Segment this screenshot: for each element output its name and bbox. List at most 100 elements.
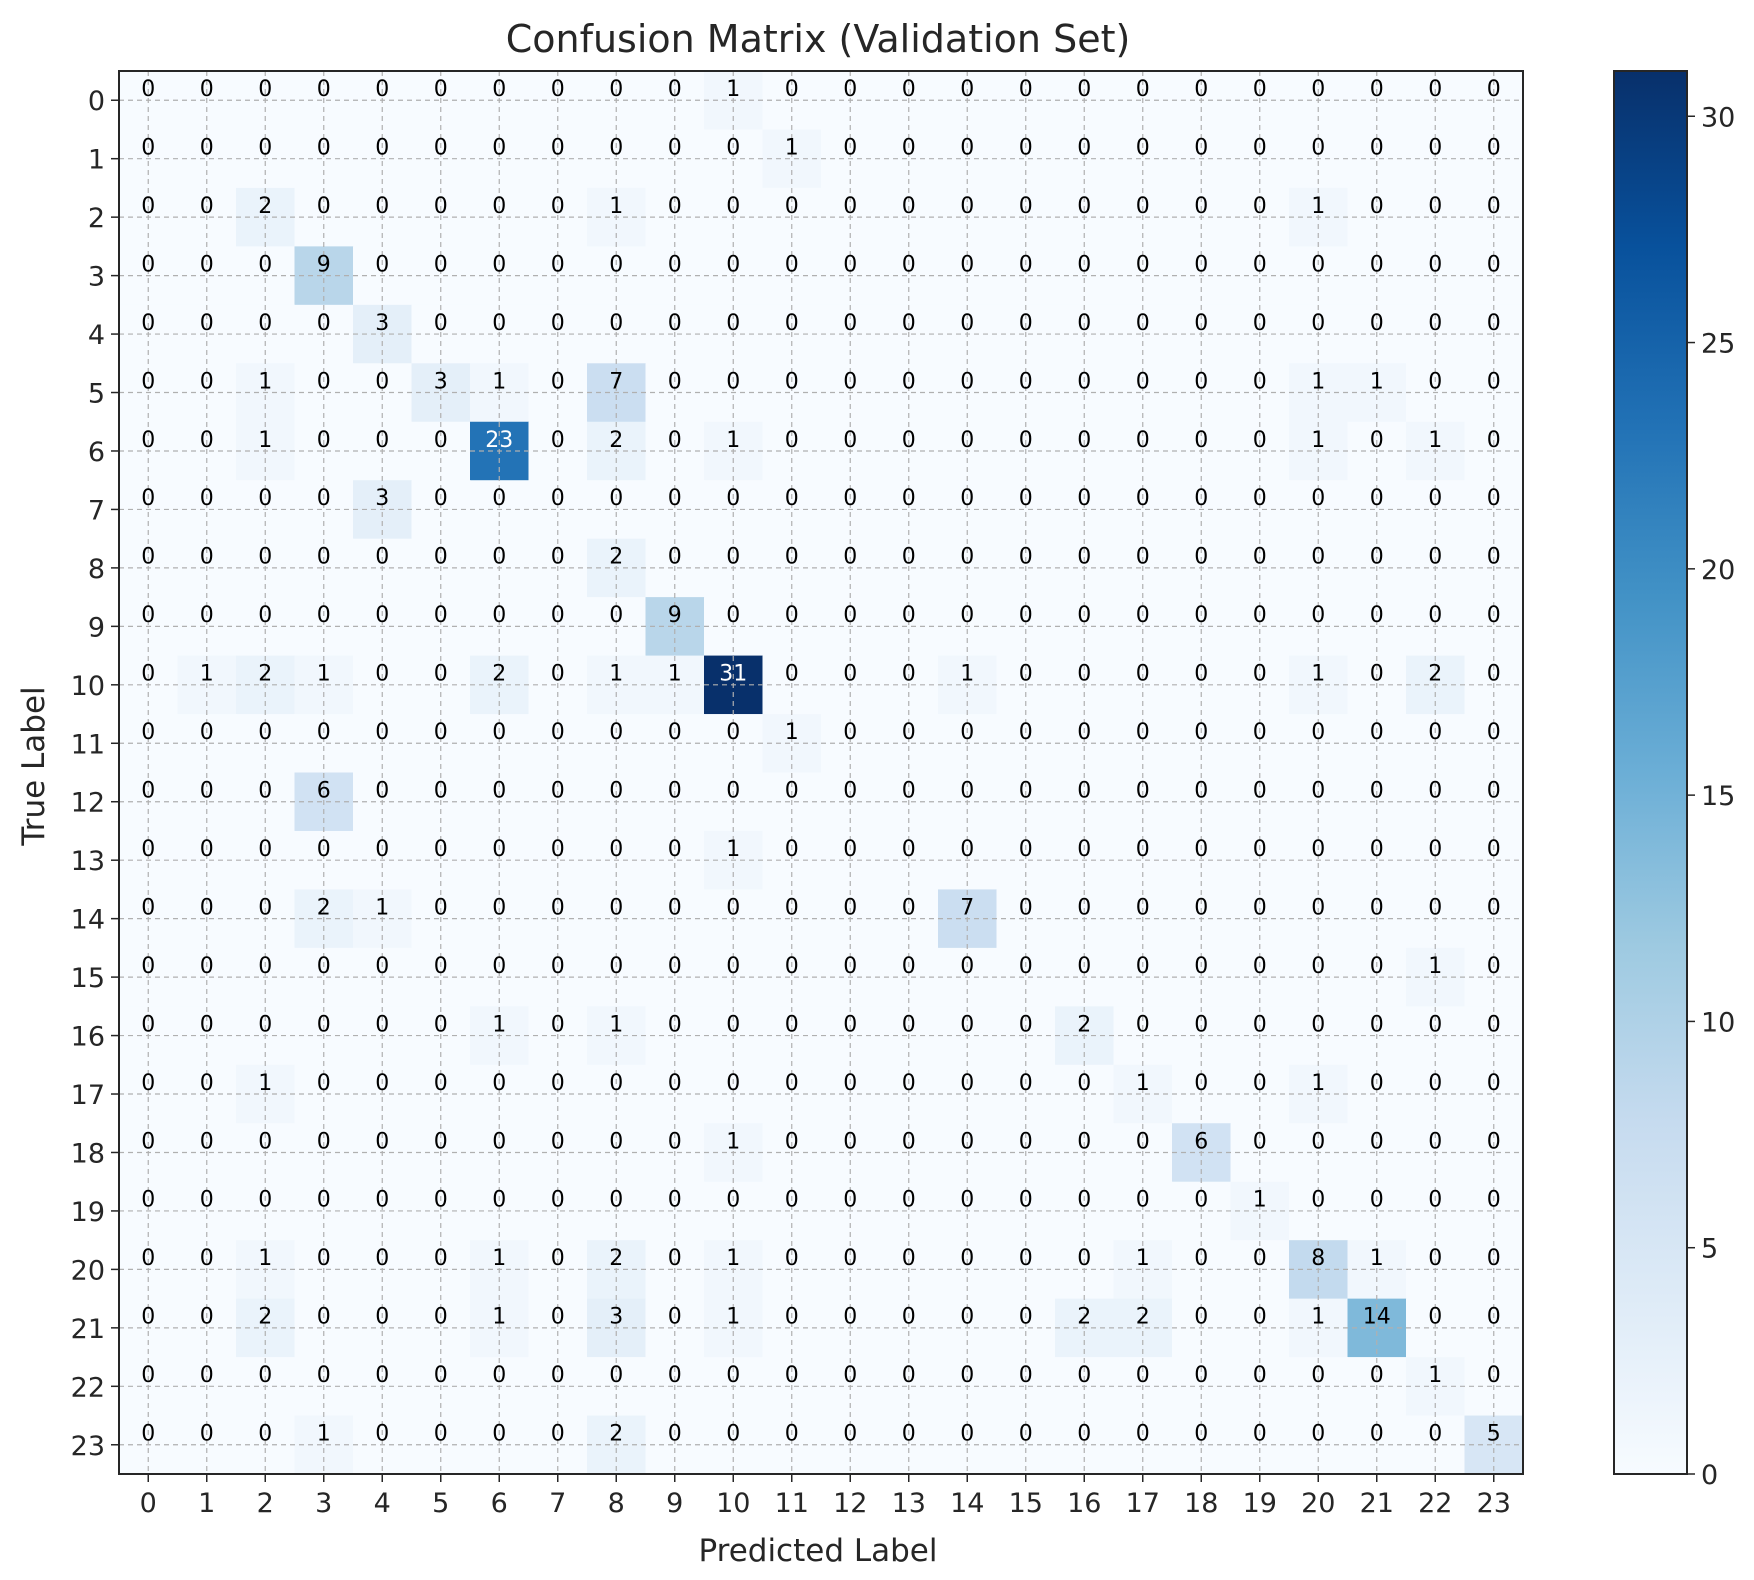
cell-value-label: 0 xyxy=(1487,1012,1501,1037)
cell-value-label: 0 xyxy=(141,1305,155,1330)
cell-value-label: 1 xyxy=(726,1129,740,1154)
x-tick-label: 22 xyxy=(1418,1488,1452,1519)
cell-value-label: 0 xyxy=(258,1012,272,1037)
cell-value-label: 0 xyxy=(1487,1188,1501,1213)
cell-value-label: 0 xyxy=(434,1363,448,1388)
cell-value-label: 0 xyxy=(843,252,857,277)
cell-value-label: 3 xyxy=(609,1305,623,1330)
cell-value-label: 0 xyxy=(141,486,155,511)
cell-value-label: 9 xyxy=(668,603,682,628)
heatmap-cell xyxy=(528,129,588,189)
cell-value-label: 0 xyxy=(843,720,857,745)
cell-value-label: 0 xyxy=(317,369,331,394)
cell-value-label: 0 xyxy=(1253,428,1267,453)
cell-value-label: 0 xyxy=(434,77,448,102)
x-tick-label: 15 xyxy=(1009,1488,1043,1519)
cell-value-label: 0 xyxy=(1194,369,1208,394)
cell-value-label: 0 xyxy=(1253,1246,1267,1271)
cell-value-label: 1 xyxy=(1136,1071,1150,1096)
cell-value-label: 2 xyxy=(609,1246,623,1271)
heatmap-cell xyxy=(294,480,354,540)
cell-value-label: 0 xyxy=(434,1246,448,1271)
cell-value-label: 0 xyxy=(375,1363,389,1388)
cell-value-label: 0 xyxy=(902,1012,916,1037)
y-tick-label: 2 xyxy=(88,203,105,234)
cell-value-label: 0 xyxy=(1019,895,1033,920)
cell-value-label: 0 xyxy=(141,77,155,102)
cell-value-label: 0 xyxy=(434,1129,448,1154)
cell-value-label: 1 xyxy=(609,1012,623,1037)
cell-value-label: 0 xyxy=(1136,720,1150,745)
cell-value-label: 3 xyxy=(375,311,389,336)
cell-value-label: 0 xyxy=(375,545,389,570)
x-tick-label: 10 xyxy=(716,1488,750,1519)
cell-value-label: 0 xyxy=(1311,135,1325,160)
cell-value-label: 0 xyxy=(1311,1188,1325,1213)
cell-value-label: 0 xyxy=(1019,1363,1033,1388)
cell-value-label: 0 xyxy=(200,369,214,394)
cell-value-label: 0 xyxy=(551,194,565,219)
x-tick-label: 20 xyxy=(1301,1488,1335,1519)
cell-value-label: 0 xyxy=(843,1246,857,1271)
cell-value-label: 0 xyxy=(960,135,974,160)
x-tick-label: 23 xyxy=(1477,1488,1511,1519)
cell-value-label: 0 xyxy=(843,311,857,336)
cell-value-label: 0 xyxy=(200,1012,214,1037)
cell-value-label: 1 xyxy=(785,135,799,160)
cell-value-label: 0 xyxy=(785,779,799,804)
y-tick-label: 7 xyxy=(88,495,105,526)
x-tick-label: 13 xyxy=(892,1488,926,1519)
y-tick-label: 13 xyxy=(71,846,105,877)
cell-value-label: 0 xyxy=(317,194,331,219)
cell-value-label: 0 xyxy=(258,720,272,745)
cell-value-label: 0 xyxy=(551,369,565,394)
cell-value-label: 0 xyxy=(843,428,857,453)
cell-value-label: 0 xyxy=(317,77,331,102)
cell-value-label: 0 xyxy=(141,1246,155,1271)
cell-value-label: 0 xyxy=(1428,486,1442,511)
cell-value-label: 0 xyxy=(726,311,740,336)
cell-value-label: 0 xyxy=(434,1422,448,1447)
cell-value-label: 0 xyxy=(1077,311,1091,336)
cell-value-label: 0 xyxy=(1253,954,1267,979)
cell-value-label: 0 xyxy=(1487,1363,1501,1388)
cell-value-label: 0 xyxy=(902,603,916,628)
cell-value-label: 0 xyxy=(1487,1071,1501,1096)
cell-value-label: 0 xyxy=(258,837,272,862)
cell-value-label: 1 xyxy=(258,369,272,394)
cell-value-label: 0 xyxy=(843,954,857,979)
cell-value-label: 0 xyxy=(375,779,389,804)
cell-value-label: 0 xyxy=(1311,545,1325,570)
cell-value-label: 0 xyxy=(1428,779,1442,804)
cell-value-label: 0 xyxy=(141,895,155,920)
cell-value-label: 0 xyxy=(258,1188,272,1213)
cell-value-label: 0 xyxy=(1019,1129,1033,1154)
y-tick-label: 18 xyxy=(71,1138,105,1169)
cell-value-label: 0 xyxy=(1253,194,1267,219)
cell-value-label: 0 xyxy=(726,545,740,570)
cell-value-label: 0 xyxy=(258,311,272,336)
cell-value-label: 0 xyxy=(1136,603,1150,628)
cell-value-label: 0 xyxy=(726,369,740,394)
cell-value-label: 0 xyxy=(1194,486,1208,511)
heatmap-cell xyxy=(1113,129,1173,189)
cell-value-label: 0 xyxy=(375,135,389,160)
cell-value-label: 0 xyxy=(434,720,448,745)
cell-value-label: 0 xyxy=(668,1129,682,1154)
y-tick-label: 3 xyxy=(88,262,105,293)
cell-value-label: 0 xyxy=(1487,486,1501,511)
y-tick-label: 21 xyxy=(71,1314,105,1345)
cell-value-label: 0 xyxy=(1136,1012,1150,1037)
cell-value-label: 7 xyxy=(960,895,974,920)
cell-value-label: 0 xyxy=(1253,720,1267,745)
cell-value-label: 0 xyxy=(1077,486,1091,511)
cell-value-label: 0 xyxy=(492,135,506,160)
cell-value-label: 0 xyxy=(1487,662,1501,687)
cell-value-label: 0 xyxy=(1370,1071,1384,1096)
cell-value-label: 0 xyxy=(785,77,799,102)
cell-value-label: 0 xyxy=(1311,603,1325,628)
cell-value-label: 0 xyxy=(1194,954,1208,979)
cell-value-label: 0 xyxy=(1487,252,1501,277)
cell-value-label: 0 xyxy=(668,486,682,511)
